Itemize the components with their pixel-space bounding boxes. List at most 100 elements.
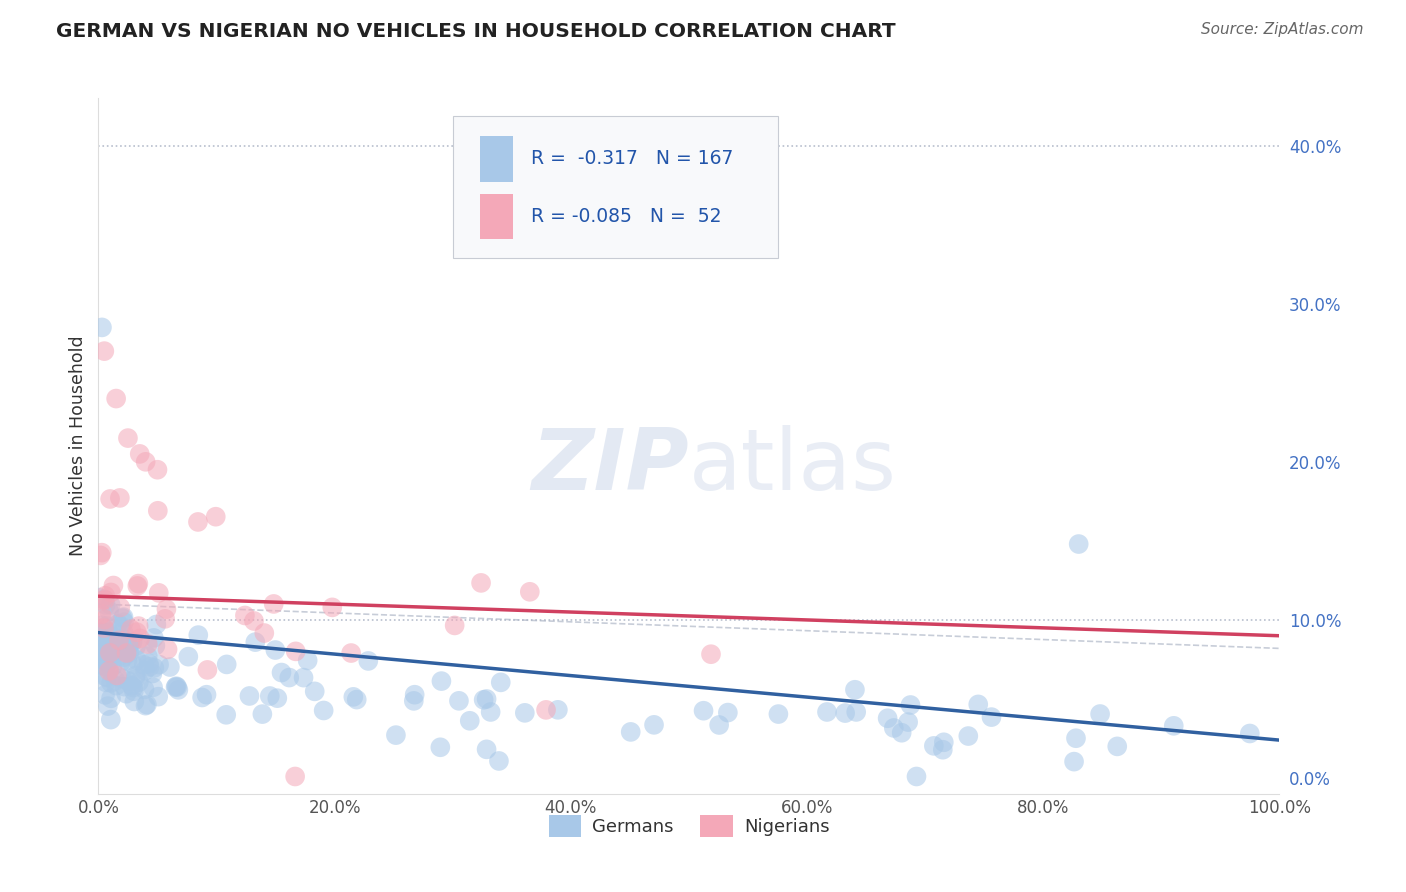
Point — [103, 648, 125, 662]
Point — [155, 602, 177, 616]
Point — [127, 579, 149, 593]
Point — [139, 660, 162, 674]
Point — [142, 681, 165, 695]
Point — [90, 639, 112, 653]
Point — [94, 688, 117, 702]
Point — [134, 682, 156, 697]
Point — [96, 671, 118, 685]
Point — [145, 617, 167, 632]
Point — [90, 651, 112, 665]
Point — [117, 673, 139, 688]
Point — [146, 463, 169, 477]
Point — [110, 636, 132, 650]
Point — [90, 546, 112, 560]
Point — [114, 680, 136, 694]
Point — [215, 657, 238, 672]
Point — [134, 664, 156, 678]
Point — [215, 707, 238, 722]
Point — [125, 653, 148, 667]
Point — [1067, 537, 1090, 551]
Point — [93, 592, 115, 607]
Point — [97, 699, 120, 714]
Point — [94, 613, 117, 627]
Point — [125, 639, 148, 653]
Point — [458, 714, 481, 728]
Point — [479, 705, 502, 719]
Point — [270, 665, 292, 680]
Point — [145, 639, 167, 653]
Text: atlas: atlas — [689, 425, 897, 508]
Point — [100, 676, 122, 690]
Text: R =  -0.317   N = 167: R = -0.317 N = 167 — [530, 149, 733, 169]
Point — [117, 654, 139, 668]
Point — [112, 650, 135, 665]
Point — [890, 725, 912, 739]
Point — [177, 649, 200, 664]
Point — [91, 634, 114, 648]
Point — [90, 642, 112, 657]
Point — [97, 639, 120, 653]
Point — [922, 739, 945, 753]
Point — [346, 692, 368, 706]
Point — [447, 694, 470, 708]
Point — [121, 657, 143, 672]
Point — [534, 703, 557, 717]
Point — [1163, 719, 1185, 733]
Point — [547, 703, 569, 717]
Point — [253, 626, 276, 640]
Point — [135, 698, 157, 712]
Point — [475, 742, 498, 756]
Point — [845, 705, 868, 719]
Point — [187, 515, 209, 529]
Point — [897, 715, 920, 730]
Point — [115, 646, 138, 660]
Legend: Germans, Nigerians: Germans, Nigerians — [541, 807, 837, 844]
Point — [96, 619, 118, 633]
Point — [104, 673, 127, 688]
FancyBboxPatch shape — [453, 115, 778, 258]
Point — [245, 635, 267, 649]
Point — [513, 706, 536, 720]
Point — [97, 656, 120, 670]
FancyBboxPatch shape — [479, 136, 513, 182]
Point — [443, 618, 465, 632]
Point — [91, 320, 114, 334]
Point — [97, 625, 120, 640]
Point — [187, 628, 209, 642]
Point — [103, 641, 125, 656]
Point — [94, 592, 117, 607]
Point — [475, 692, 498, 706]
Point — [111, 611, 134, 625]
Point — [138, 657, 160, 671]
Text: Source: ZipAtlas.com: Source: ZipAtlas.com — [1201, 22, 1364, 37]
Point — [128, 447, 150, 461]
Point — [297, 653, 319, 667]
Point — [93, 621, 115, 635]
Point — [136, 649, 159, 664]
Point — [127, 576, 149, 591]
Point — [122, 681, 145, 695]
Point — [128, 675, 150, 690]
Point — [105, 679, 128, 693]
Point — [153, 612, 176, 626]
Point — [717, 706, 740, 720]
Point — [304, 684, 326, 698]
Point — [430, 674, 453, 689]
Point — [124, 672, 146, 686]
Point — [110, 600, 132, 615]
Point — [98, 662, 121, 676]
Point — [94, 589, 117, 603]
Point — [93, 344, 115, 359]
Point — [104, 641, 127, 656]
Point — [87, 647, 110, 661]
Point — [700, 647, 723, 661]
Point — [91, 624, 114, 639]
Point — [121, 635, 143, 649]
Point — [117, 431, 139, 445]
Point — [321, 600, 343, 615]
Point — [105, 392, 128, 406]
Point — [112, 615, 135, 629]
Point — [402, 694, 425, 708]
Point — [233, 608, 256, 623]
Point — [844, 682, 866, 697]
